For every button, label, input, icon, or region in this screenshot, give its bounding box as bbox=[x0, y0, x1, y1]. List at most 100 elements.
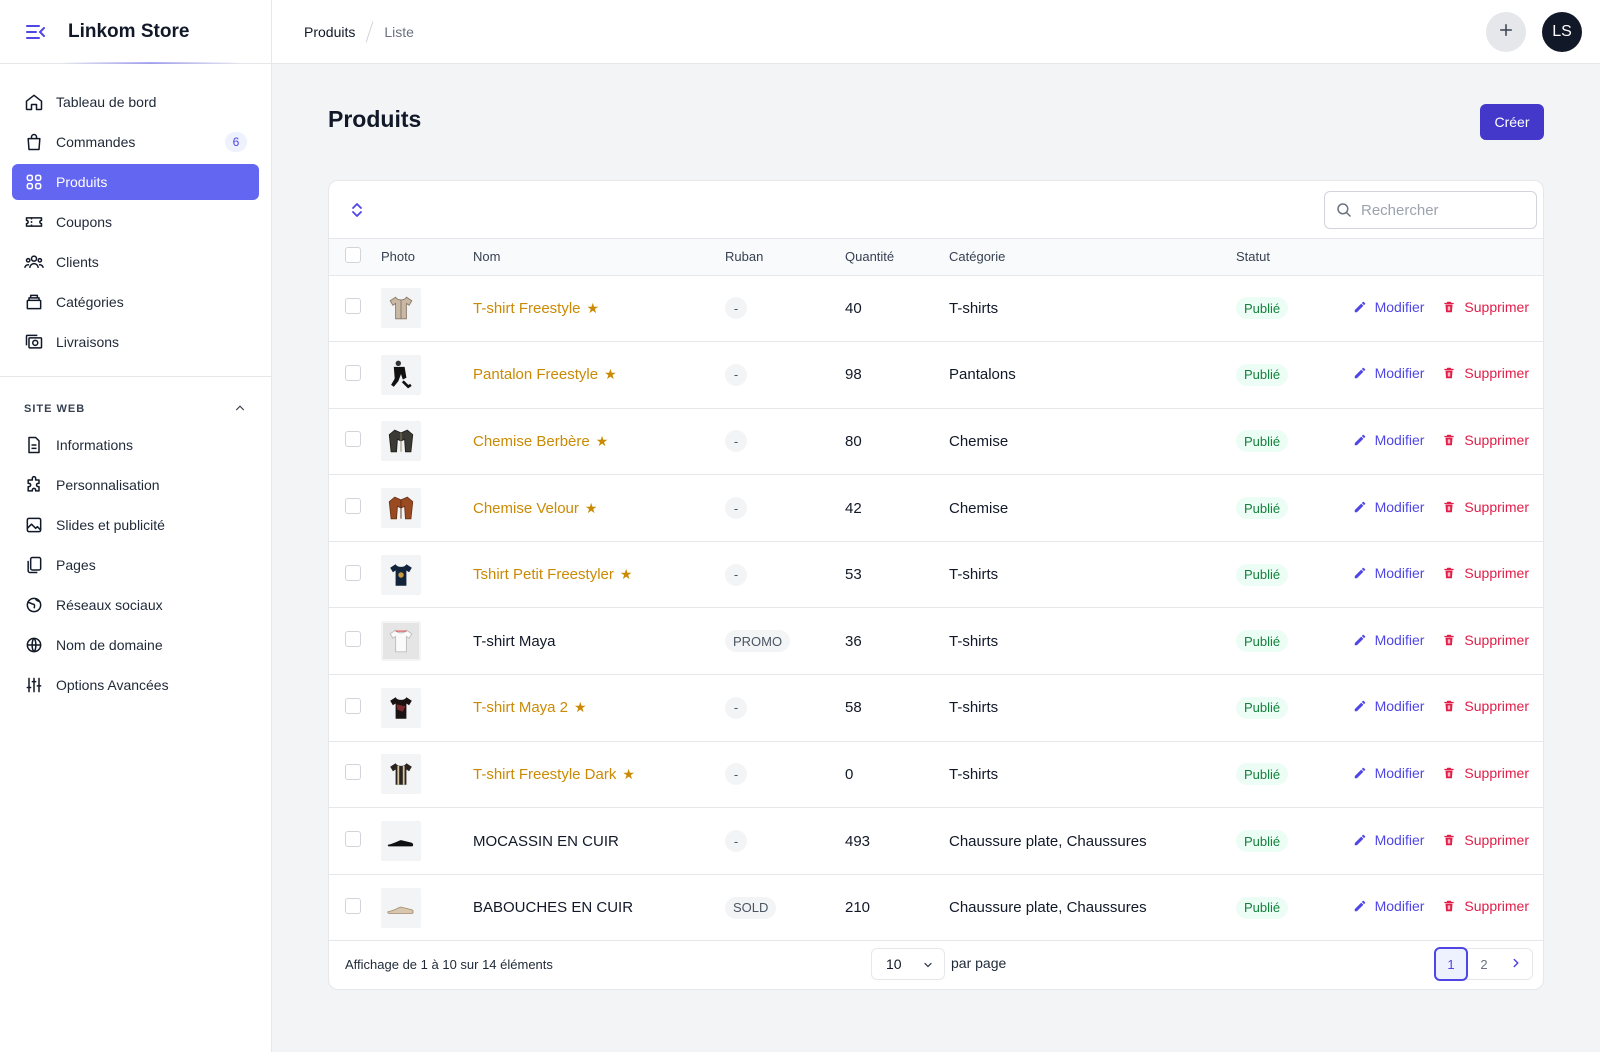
product-photo bbox=[381, 354, 421, 395]
sidebar-item-categories[interactable]: Catégories bbox=[12, 284, 259, 320]
chevron-up-icon[interactable] bbox=[233, 401, 247, 418]
row-checkbox[interactable] bbox=[345, 764, 361, 781]
edit-button[interactable]: Modifier bbox=[1353, 299, 1424, 315]
edit-button[interactable]: Modifier bbox=[1353, 365, 1425, 382]
delete-button[interactable]: Supprimer bbox=[1442, 765, 1529, 781]
edit-button[interactable]: Modifier bbox=[1353, 765, 1424, 781]
sidebar-item-products[interactable]: Produits bbox=[12, 164, 259, 200]
row-checkbox[interactable] bbox=[345, 298, 361, 315]
ribbon-badge: SOLD bbox=[725, 896, 777, 919]
product-name[interactable]: T-shirt Maya bbox=[473, 632, 556, 650]
sidebar-item-domain[interactable]: Nom de domaine bbox=[12, 627, 259, 663]
pencil-icon bbox=[1353, 899, 1367, 913]
collapse-menu-icon[interactable] bbox=[24, 20, 48, 44]
row-checkbox[interactable] bbox=[345, 631, 361, 648]
product-name[interactable]: T-shirt Maya 2 bbox=[473, 699, 569, 717]
product-name[interactable]: Tshirt Petit Freestyler bbox=[473, 566, 614, 584]
delete-button[interactable]: Supprimer bbox=[1442, 499, 1529, 515]
table-footer: Affichage de 1 à 10 sur 14 éléments 10 p… bbox=[329, 939, 1543, 989]
edit-button[interactable]: Modifier bbox=[1353, 431, 1425, 448]
create-button[interactable]: Créer bbox=[1480, 104, 1544, 140]
delete-button[interactable]: Supprimer bbox=[1442, 565, 1529, 581]
row-checkbox[interactable] bbox=[345, 498, 361, 515]
row-checkbox[interactable] bbox=[345, 697, 361, 714]
delete-button[interactable]: Supprimer bbox=[1442, 632, 1529, 648]
row-checkbox[interactable] bbox=[345, 564, 361, 581]
page-button-1[interactable]: 1 bbox=[1434, 947, 1468, 981]
page-button-2[interactable]: 2 bbox=[1480, 956, 1488, 972]
sidebar-item-coupons[interactable]: Coupons bbox=[12, 204, 259, 240]
product-name[interactable]: Chemise Velour bbox=[473, 499, 579, 517]
table-row[interactable]: T-shirt Freestyle Dark ★ - 0 T-shirts Publié M… bbox=[329, 741, 1543, 808]
delete-button[interactable]: Supprimer bbox=[1442, 299, 1529, 315]
sidebar-item-orders[interactable]: Commandes 6 bbox=[12, 124, 259, 160]
row-checkbox[interactable] bbox=[345, 431, 361, 448]
delete-button[interactable]: Supprimer bbox=[1442, 832, 1529, 848]
sidebar-item-label: Tableau de bord bbox=[56, 94, 157, 110]
per-page-select[interactable]: 10 bbox=[871, 948, 945, 980]
section-header-site-web[interactable]: SITE WEB bbox=[0, 397, 271, 421]
column-header-quantity: Quantité bbox=[845, 239, 949, 276]
table-row[interactable]: BABOUCHES EN CUIR SOLD 210 Chaussure plate,… bbox=[329, 874, 1543, 941]
sidebar-item-dashboard[interactable]: Tableau de bord bbox=[12, 84, 259, 120]
product-name[interactable]: T-shirt Freestyle bbox=[473, 299, 581, 317]
sidebar-item-informations[interactable]: Informations bbox=[12, 427, 259, 463]
add-button[interactable] bbox=[1486, 12, 1526, 52]
next-page-button[interactable] bbox=[1500, 948, 1532, 980]
table-toolbar: Rechercher bbox=[329, 181, 1543, 239]
sidebar-item-deliveries[interactable]: Livraisons bbox=[12, 324, 259, 360]
sidebar-item-advanced[interactable]: Options Avancées bbox=[12, 667, 259, 703]
trash-icon bbox=[1442, 833, 1456, 847]
edit-button[interactable]: Modifier bbox=[1353, 832, 1424, 848]
table-row[interactable]: Chemise Velour ★ - 42 Chemise Publié Modifier S… bbox=[329, 475, 1543, 542]
table-row[interactable]: T-shirt Maya PROMO 36 T-shirts Publié Modifie… bbox=[329, 608, 1543, 675]
search-input[interactable]: Rechercher bbox=[1324, 191, 1537, 229]
edit-button[interactable]: Modifier bbox=[1353, 898, 1424, 914]
edit-button[interactable]: Modifier bbox=[1353, 565, 1425, 582]
table-row[interactable]: Chemise Berbère ★ - 80 Chemise Publié Modifier… bbox=[329, 408, 1543, 475]
table-row[interactable]: T-shirt Maya 2 ★ - 58 T-shirts Publié Modifier… bbox=[329, 675, 1543, 742]
sidebar-item-pages[interactable]: Pages bbox=[12, 547, 259, 583]
trash-icon bbox=[1442, 766, 1456, 780]
sidebar-item-personnalisation[interactable]: Personnalisation bbox=[12, 467, 259, 503]
product-name[interactable]: T-shirt Freestyle Dark bbox=[473, 765, 617, 783]
chevron-right-icon bbox=[1509, 956, 1523, 973]
edit-button[interactable]: Modifier bbox=[1353, 632, 1424, 648]
product-category: Chaussure plate, Chaussures bbox=[949, 832, 1147, 850]
table-row[interactable]: T-shirt Freestyle ★ - 40 T-shirts Publié Modif… bbox=[329, 275, 1543, 342]
avatar[interactable]: LS bbox=[1542, 12, 1582, 52]
row-checkbox[interactable] bbox=[345, 831, 361, 848]
edit-label: Modifier bbox=[1374, 431, 1425, 448]
sidebar-item-label: Clients bbox=[56, 254, 99, 270]
sidebar-item-clients[interactable]: Clients bbox=[12, 244, 259, 280]
product-name[interactable]: Chemise Berbère bbox=[473, 432, 590, 450]
table-row[interactable]: MOCASSIN EN CUIR - 493 Chaussure plate, Cha… bbox=[329, 808, 1543, 875]
delete-button[interactable]: Supprimer bbox=[1442, 898, 1529, 914]
breadcrumb-products[interactable]: Produits bbox=[304, 23, 356, 40]
trash-icon bbox=[1442, 899, 1456, 913]
row-checkbox[interactable] bbox=[345, 897, 361, 914]
delete-button[interactable]: Supprimer bbox=[1442, 698, 1529, 714]
edit-label: Modifier bbox=[1374, 365, 1425, 382]
delete-label: Supprimer bbox=[1464, 431, 1529, 448]
edit-button[interactable]: Modifier bbox=[1353, 499, 1424, 515]
delete-button[interactable]: Supprimer bbox=[1442, 365, 1529, 381]
star-icon: ★ bbox=[595, 432, 609, 449]
grid-icon bbox=[24, 172, 44, 192]
product-name[interactable]: BABOUCHES EN CUIR bbox=[473, 899, 634, 917]
row-checkbox[interactable] bbox=[345, 364, 361, 381]
ribbon-badge: - bbox=[725, 363, 747, 386]
edit-button[interactable]: Modifier bbox=[1353, 698, 1424, 714]
product-name[interactable]: Pantalon Freestyle bbox=[473, 366, 599, 384]
product-photo bbox=[381, 554, 421, 595]
select-all-checkbox[interactable] bbox=[345, 247, 361, 264]
delete-button[interactable]: Supprimer bbox=[1442, 432, 1529, 448]
table-row[interactable]: Tshirt Petit Freestyler ★ - 53 T-shirts Publi… bbox=[329, 541, 1543, 608]
table-row[interactable]: Pantalon Freestyle ★ - 98 Pantalons Publié Mod… bbox=[329, 342, 1543, 409]
edit-label: Modifier bbox=[1374, 565, 1425, 582]
sidebar-item-social[interactable]: Réseaux sociaux bbox=[12, 587, 259, 623]
product-name[interactable]: MOCASSIN EN CUIR bbox=[473, 832, 619, 850]
document-icon bbox=[24, 435, 44, 455]
sort-icon[interactable] bbox=[349, 200, 365, 220]
sidebar-item-slides[interactable]: Slides et publicité bbox=[12, 507, 259, 543]
